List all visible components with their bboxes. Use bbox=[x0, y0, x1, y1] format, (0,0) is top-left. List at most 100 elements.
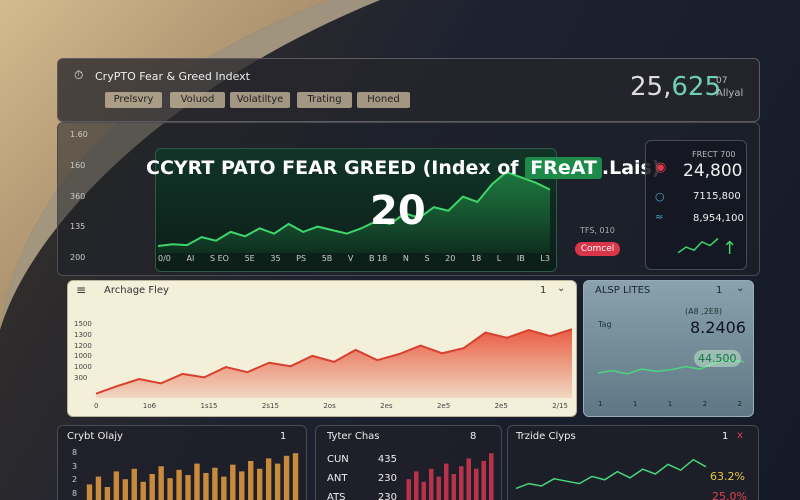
panel-title: Trzide Clyps bbox=[516, 431, 576, 442]
dropdown-icon[interactable]: ⌄ bbox=[736, 283, 745, 294]
bar bbox=[406, 479, 411, 500]
line bbox=[157, 170, 551, 247]
axis-label: 1000 bbox=[74, 363, 92, 372]
panel-count: 1 bbox=[280, 431, 287, 442]
title-text: CCYRT PATO FEAR GREED (Index of bbox=[146, 157, 519, 179]
main-value: 20 bbox=[370, 188, 426, 234]
alsp-count: 1 bbox=[716, 285, 723, 296]
bar bbox=[283, 455, 290, 500]
stat-value: 25.0% bbox=[712, 490, 747, 500]
bar bbox=[149, 474, 155, 500]
archive-x-labels: 0 1o6 1s15 2s15 2os 2es 2e5 2e5 2/15 bbox=[94, 402, 568, 410]
bar bbox=[451, 474, 456, 500]
axis-label: 1 bbox=[632, 400, 638, 408]
archive-title: Archage Fley bbox=[104, 285, 169, 296]
archive-count: 1 bbox=[540, 285, 547, 296]
line bbox=[95, 328, 573, 395]
axis-label: 2es bbox=[380, 402, 393, 410]
axis-label: N bbox=[402, 254, 409, 263]
bar bbox=[239, 471, 245, 500]
axis-label: S EO bbox=[209, 254, 229, 263]
alsp-note: (A8 ,2E8) bbox=[685, 307, 723, 316]
axis-label: 2os bbox=[323, 402, 336, 410]
bar bbox=[167, 478, 173, 500]
tab[interactable]: Volatiltye bbox=[230, 92, 290, 108]
bar bbox=[257, 468, 263, 500]
bar bbox=[481, 461, 486, 500]
bottom-panel bbox=[507, 425, 759, 500]
axis-label: 18 bbox=[470, 254, 482, 263]
axis-label: 1.60 bbox=[70, 130, 88, 139]
bar bbox=[86, 484, 93, 500]
bar bbox=[421, 481, 426, 500]
bar bbox=[292, 453, 299, 500]
panel-count: 8 bbox=[470, 431, 477, 442]
axis-label: 0/0 bbox=[158, 254, 171, 263]
tab[interactable]: Prelsvry bbox=[105, 92, 162, 108]
bar bbox=[230, 464, 236, 500]
close-icon[interactable]: x bbox=[737, 430, 743, 441]
axis-label: V bbox=[347, 254, 354, 263]
tab[interactable]: Voluod bbox=[170, 92, 225, 108]
stats-chart bbox=[677, 237, 719, 254]
main-y-labels: 1.60 160 360 135 200 bbox=[70, 130, 88, 262]
bar bbox=[474, 468, 479, 500]
axis-label: PS bbox=[296, 254, 307, 263]
dropdown-icon[interactable]: ⌄ bbox=[557, 283, 566, 294]
axis-label: 2 bbox=[72, 475, 78, 485]
bar bbox=[95, 476, 102, 500]
cancel-button[interactable]: Comcel bbox=[575, 242, 620, 256]
axis-label: 1s15 bbox=[200, 402, 218, 410]
signal-icon: ≈ bbox=[655, 212, 664, 223]
axis-label: 300 bbox=[74, 373, 88, 382]
axis-label: 2e5 bbox=[494, 402, 508, 410]
table-cell: ATS bbox=[327, 492, 346, 500]
circle-icon: ○ bbox=[655, 190, 665, 203]
bottom-y-labels: 8 3 2 8 bbox=[72, 448, 77, 498]
up-arrow: ↑ bbox=[722, 238, 738, 259]
table-row: CUN 435 bbox=[327, 450, 397, 469]
axis-label: 135 bbox=[70, 222, 86, 232]
tab[interactable]: Trating bbox=[297, 92, 352, 108]
stats-row: 7115,800 bbox=[693, 191, 741, 202]
alsp-highlight: 44.500 bbox=[694, 350, 741, 367]
bar bbox=[265, 458, 272, 500]
axis-label: 1 bbox=[667, 400, 673, 408]
bottom-chart bbox=[406, 453, 494, 500]
axis-label: 8 bbox=[72, 488, 78, 498]
bar bbox=[104, 487, 111, 500]
bar bbox=[122, 479, 128, 500]
axis-label: L bbox=[496, 254, 502, 263]
alsp-title: ALSP LITES bbox=[595, 285, 651, 296]
bar bbox=[212, 467, 218, 500]
axis-label: 200 bbox=[70, 253, 86, 262]
main-x-labels: 0/0 AI S EO 5E 35 PS 5B V B 18 N S 20 18 L IB L3 bbox=[158, 254, 550, 263]
axis-label: 160 bbox=[70, 160, 86, 170]
bar bbox=[194, 463, 200, 500]
bar bbox=[176, 469, 182, 500]
value-accent: 625 bbox=[671, 72, 721, 102]
axis-label: 3 bbox=[72, 461, 78, 471]
axis-label: S bbox=[424, 254, 430, 263]
bar bbox=[140, 481, 146, 500]
area bbox=[96, 329, 572, 398]
axis-label: 2/15 bbox=[552, 402, 568, 410]
bar bbox=[158, 466, 164, 500]
axis-label: 1000 bbox=[74, 352, 92, 361]
axis-label: 2s15 bbox=[261, 402, 279, 410]
bar bbox=[466, 458, 471, 500]
main-title: CCYRT PATO FEAR GREED (Index of FReAT .La… bbox=[146, 157, 661, 179]
archive-y-labels: 1500 1300 1200 1000 1000 300 bbox=[74, 320, 92, 382]
stats-label: FRECT 700 bbox=[692, 150, 736, 159]
axis-label: 1500 bbox=[74, 320, 92, 328]
header-panel bbox=[57, 58, 760, 122]
axis-label: 2 bbox=[702, 400, 708, 408]
menu-icon: ≡ bbox=[76, 283, 87, 297]
stats-row: 8,954,100 bbox=[693, 213, 744, 224]
axis-label: IB bbox=[516, 254, 525, 263]
axis-label: AI bbox=[186, 254, 195, 263]
panel-title: Tyter Chas bbox=[327, 431, 380, 442]
tab[interactable]: Honed bbox=[357, 92, 410, 108]
table-cell: 230 bbox=[377, 473, 397, 484]
panel-count: 1 bbox=[722, 431, 729, 442]
